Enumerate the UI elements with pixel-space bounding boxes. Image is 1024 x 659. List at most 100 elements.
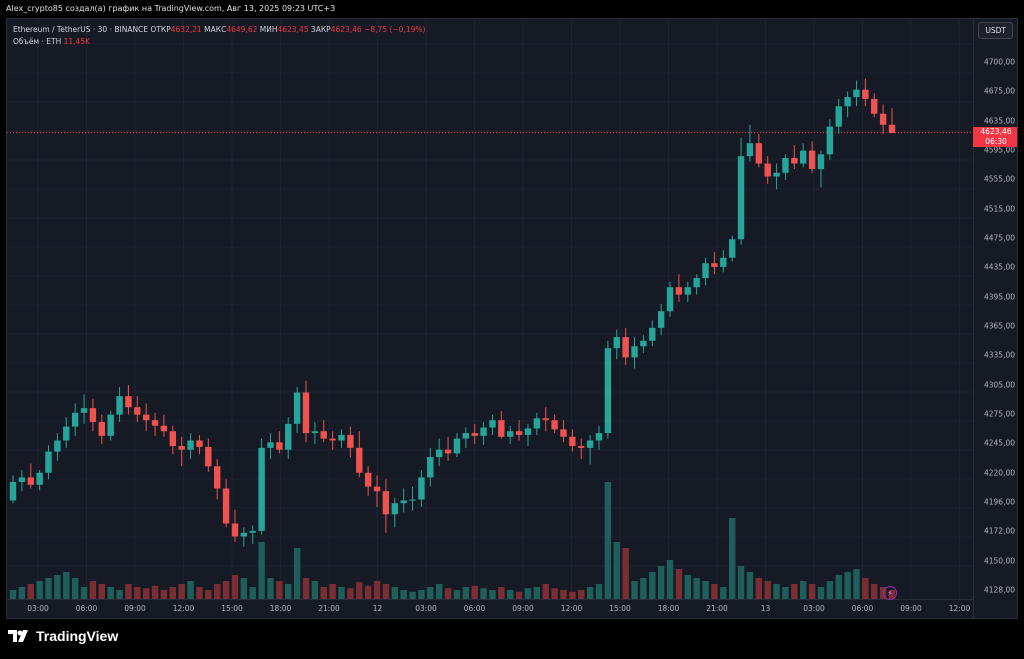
candle (782, 154, 789, 181)
volume-bar (489, 590, 496, 599)
high-value: 4649,62 (226, 25, 258, 34)
chart-panel[interactable]: Ethereum / TetherUS · 30 · BINANCE ОТКР4… (6, 18, 1018, 619)
price-axis[interactable]: USDT 4700,00 4675,00 4635,00 4595,00 4555,00… (973, 19, 1017, 618)
candle (498, 410, 505, 439)
candle (45, 445, 52, 480)
candle (569, 429, 576, 452)
volume-bar (444, 588, 452, 599)
time-tick-label: 12:00 (172, 604, 195, 613)
candle (249, 525, 256, 544)
volume-bar (657, 566, 665, 599)
price-tick-label: 4515,00 (983, 204, 1015, 214)
candle (107, 410, 114, 441)
candle (560, 420, 567, 443)
volume-bar (364, 585, 372, 599)
currency-button[interactable]: USDT (978, 22, 1013, 39)
volume-bar (631, 581, 638, 599)
volume-bar (276, 581, 283, 599)
symbol-title[interactable]: Ethereum / TetherUS · 30 · BINANCE (13, 25, 149, 34)
volume-bar (151, 585, 159, 599)
candle (125, 385, 132, 415)
candle (409, 486, 416, 511)
volume-bar (347, 588, 354, 599)
candle (791, 145, 798, 170)
candle (373, 475, 381, 507)
volume-bar (36, 581, 43, 599)
volume-bar (196, 587, 203, 599)
volume-bar (471, 585, 478, 599)
candle (489, 414, 496, 435)
candle (347, 426, 354, 458)
candle (728, 235, 736, 262)
time-tick-label: 09:00 (900, 604, 922, 613)
time-tick-label: 09:00 (512, 604, 534, 613)
candle (151, 412, 159, 436)
volume-bar (302, 578, 310, 599)
candle (187, 433, 194, 459)
price-tick-label: 4395,00 (983, 292, 1015, 302)
low-value: 4623,45 (277, 25, 309, 34)
price-tick-label: 4172,00 (983, 526, 1015, 536)
candle (80, 394, 88, 424)
time-tick-label: 12:00 (948, 604, 971, 613)
price-tick-label: 4555,00 (983, 174, 1015, 184)
time-tick-label: 15:00 (221, 604, 243, 613)
time-tick-label: 12:00 (560, 604, 583, 613)
candle (9, 475, 17, 504)
candle (400, 488, 407, 513)
candle (418, 470, 425, 507)
candle (657, 303, 665, 336)
candle (640, 335, 647, 353)
change-value: −8,75 (−0,19%) (364, 25, 426, 34)
time-tick-label: 06:00 (463, 604, 486, 613)
volume-bar (98, 584, 105, 599)
tradingview-logo-icon (8, 628, 32, 644)
time-tick-label: 13 (760, 604, 771, 613)
candle (826, 119, 834, 160)
close-label: ЗАКР (310, 25, 331, 34)
volume-bar (427, 587, 434, 599)
volume-label[interactable]: Объём · ETH (13, 37, 62, 46)
volume-bar (675, 569, 683, 599)
volume-bar (116, 590, 123, 599)
candle (63, 417, 70, 448)
volume-bar (134, 587, 141, 599)
volume-bar (515, 591, 523, 599)
candle (391, 497, 398, 528)
time-tick-label: 06:00 (75, 604, 98, 613)
volume-bar (214, 584, 221, 599)
price-tick-label: 4435,00 (983, 262, 1015, 272)
candle (773, 163, 780, 190)
candle (169, 425, 177, 455)
candle (116, 386, 123, 422)
time-tick-label: 09:00 (124, 604, 146, 613)
candle (302, 380, 310, 443)
candle (134, 396, 141, 422)
volume-bar (569, 591, 576, 599)
volume-bar (755, 578, 763, 599)
time-tick-label: 21:00 (318, 604, 340, 613)
time-tick-label: 03:00 (803, 604, 825, 613)
price-chart[interactable] (7, 19, 973, 599)
volume-bar (267, 578, 274, 599)
volume-bar (595, 584, 603, 599)
volume-bar (737, 566, 745, 599)
volume-bar (693, 578, 700, 599)
price-tick-label: 4675,00 (983, 86, 1015, 96)
candle (427, 447, 434, 487)
time-axis[interactable]: 03:00 06:00 09:00 12:00 15:00 18:00 21:00 12 03:… (7, 599, 973, 618)
candle (684, 281, 691, 302)
volume-bar (54, 575, 61, 599)
time-tick-label: 21:00 (706, 604, 728, 613)
volume-bar (622, 548, 629, 599)
last-price-label: 4623,46 06:30 (973, 126, 1017, 147)
volume-bar (311, 581, 319, 599)
candle (89, 398, 97, 432)
candle (711, 252, 718, 275)
price-tick-label: 4700,00 (983, 57, 1015, 67)
candle (462, 427, 470, 448)
volume-bar (640, 578, 647, 599)
candle (808, 141, 816, 173)
price-tick-label: 4220,00 (983, 468, 1015, 478)
lightning-icon[interactable]: ⚡ (883, 586, 897, 600)
